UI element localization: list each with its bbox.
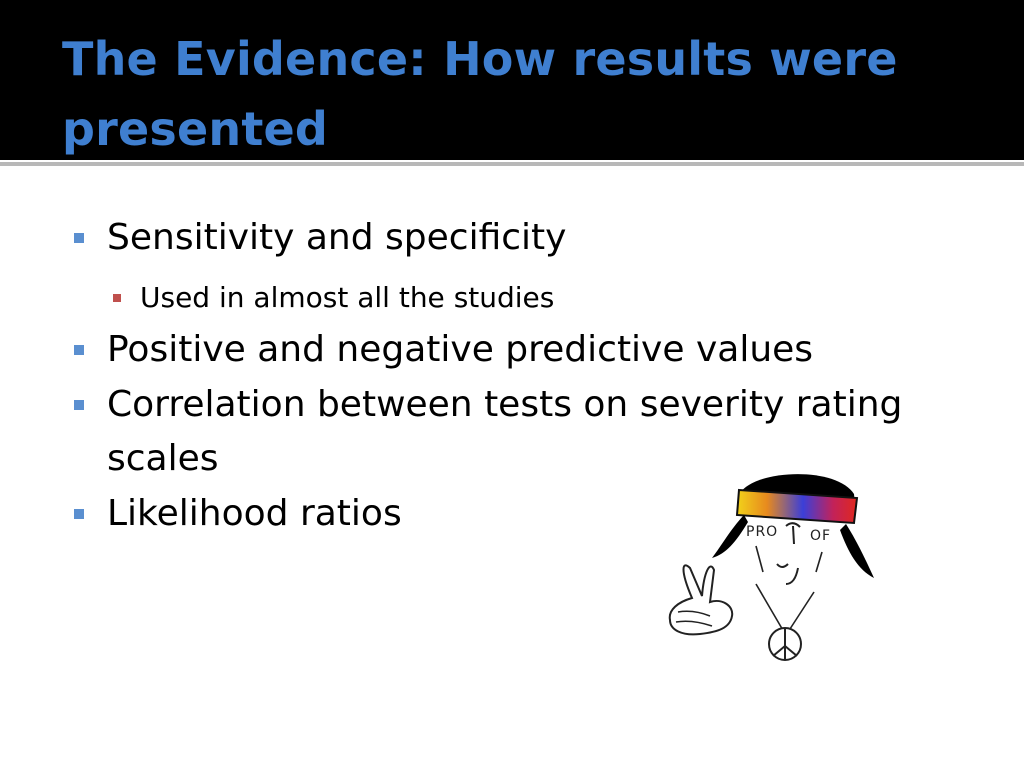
- title-bar: [0, 0, 1024, 160]
- title-divider: [0, 162, 1024, 166]
- bullet-marker: [74, 509, 84, 519]
- bullet-text: Likelihood ratios: [107, 493, 402, 534]
- bullet-likelihood-ratios: Likelihood ratios: [107, 487, 402, 541]
- bullet-text-line1: Correlation between tests on severity ra…: [107, 384, 903, 425]
- bullet-text: Used in almost all the studies: [140, 281, 555, 314]
- bullet-text: Sensitivity and specificity: [107, 217, 567, 258]
- bullet-marker: [74, 345, 84, 355]
- bullet-correlation: Correlation between tests on severity ra…: [107, 378, 902, 486]
- sub-bullet-marker: [113, 294, 121, 302]
- peace-hand: [668, 564, 734, 636]
- sub-bullet-used-in-studies: Used in almost all the studies: [140, 278, 554, 318]
- headband: [735, 488, 859, 525]
- hippie-peace-cartoon-icon: PRO OF: [668, 474, 874, 661]
- bullet-text-line2: scales: [107, 438, 219, 479]
- bullet-text: Positive and negative predictive values: [107, 329, 814, 370]
- bullet-marker: [74, 233, 84, 243]
- hair-right: [840, 524, 874, 578]
- svg-text:OF: OF: [810, 528, 831, 544]
- peace-symbol-icon: [768, 627, 802, 661]
- bullet-sensitivity-specificity: Sensitivity and specificity: [107, 211, 566, 265]
- slide-title: The Evidence: How results were presented: [62, 32, 898, 156]
- headband-text: PRO: [746, 524, 778, 540]
- bullet-predictive-values: Positive and negative predictive values: [107, 323, 813, 377]
- hair-left: [712, 515, 748, 558]
- bullet-marker: [74, 400, 84, 410]
